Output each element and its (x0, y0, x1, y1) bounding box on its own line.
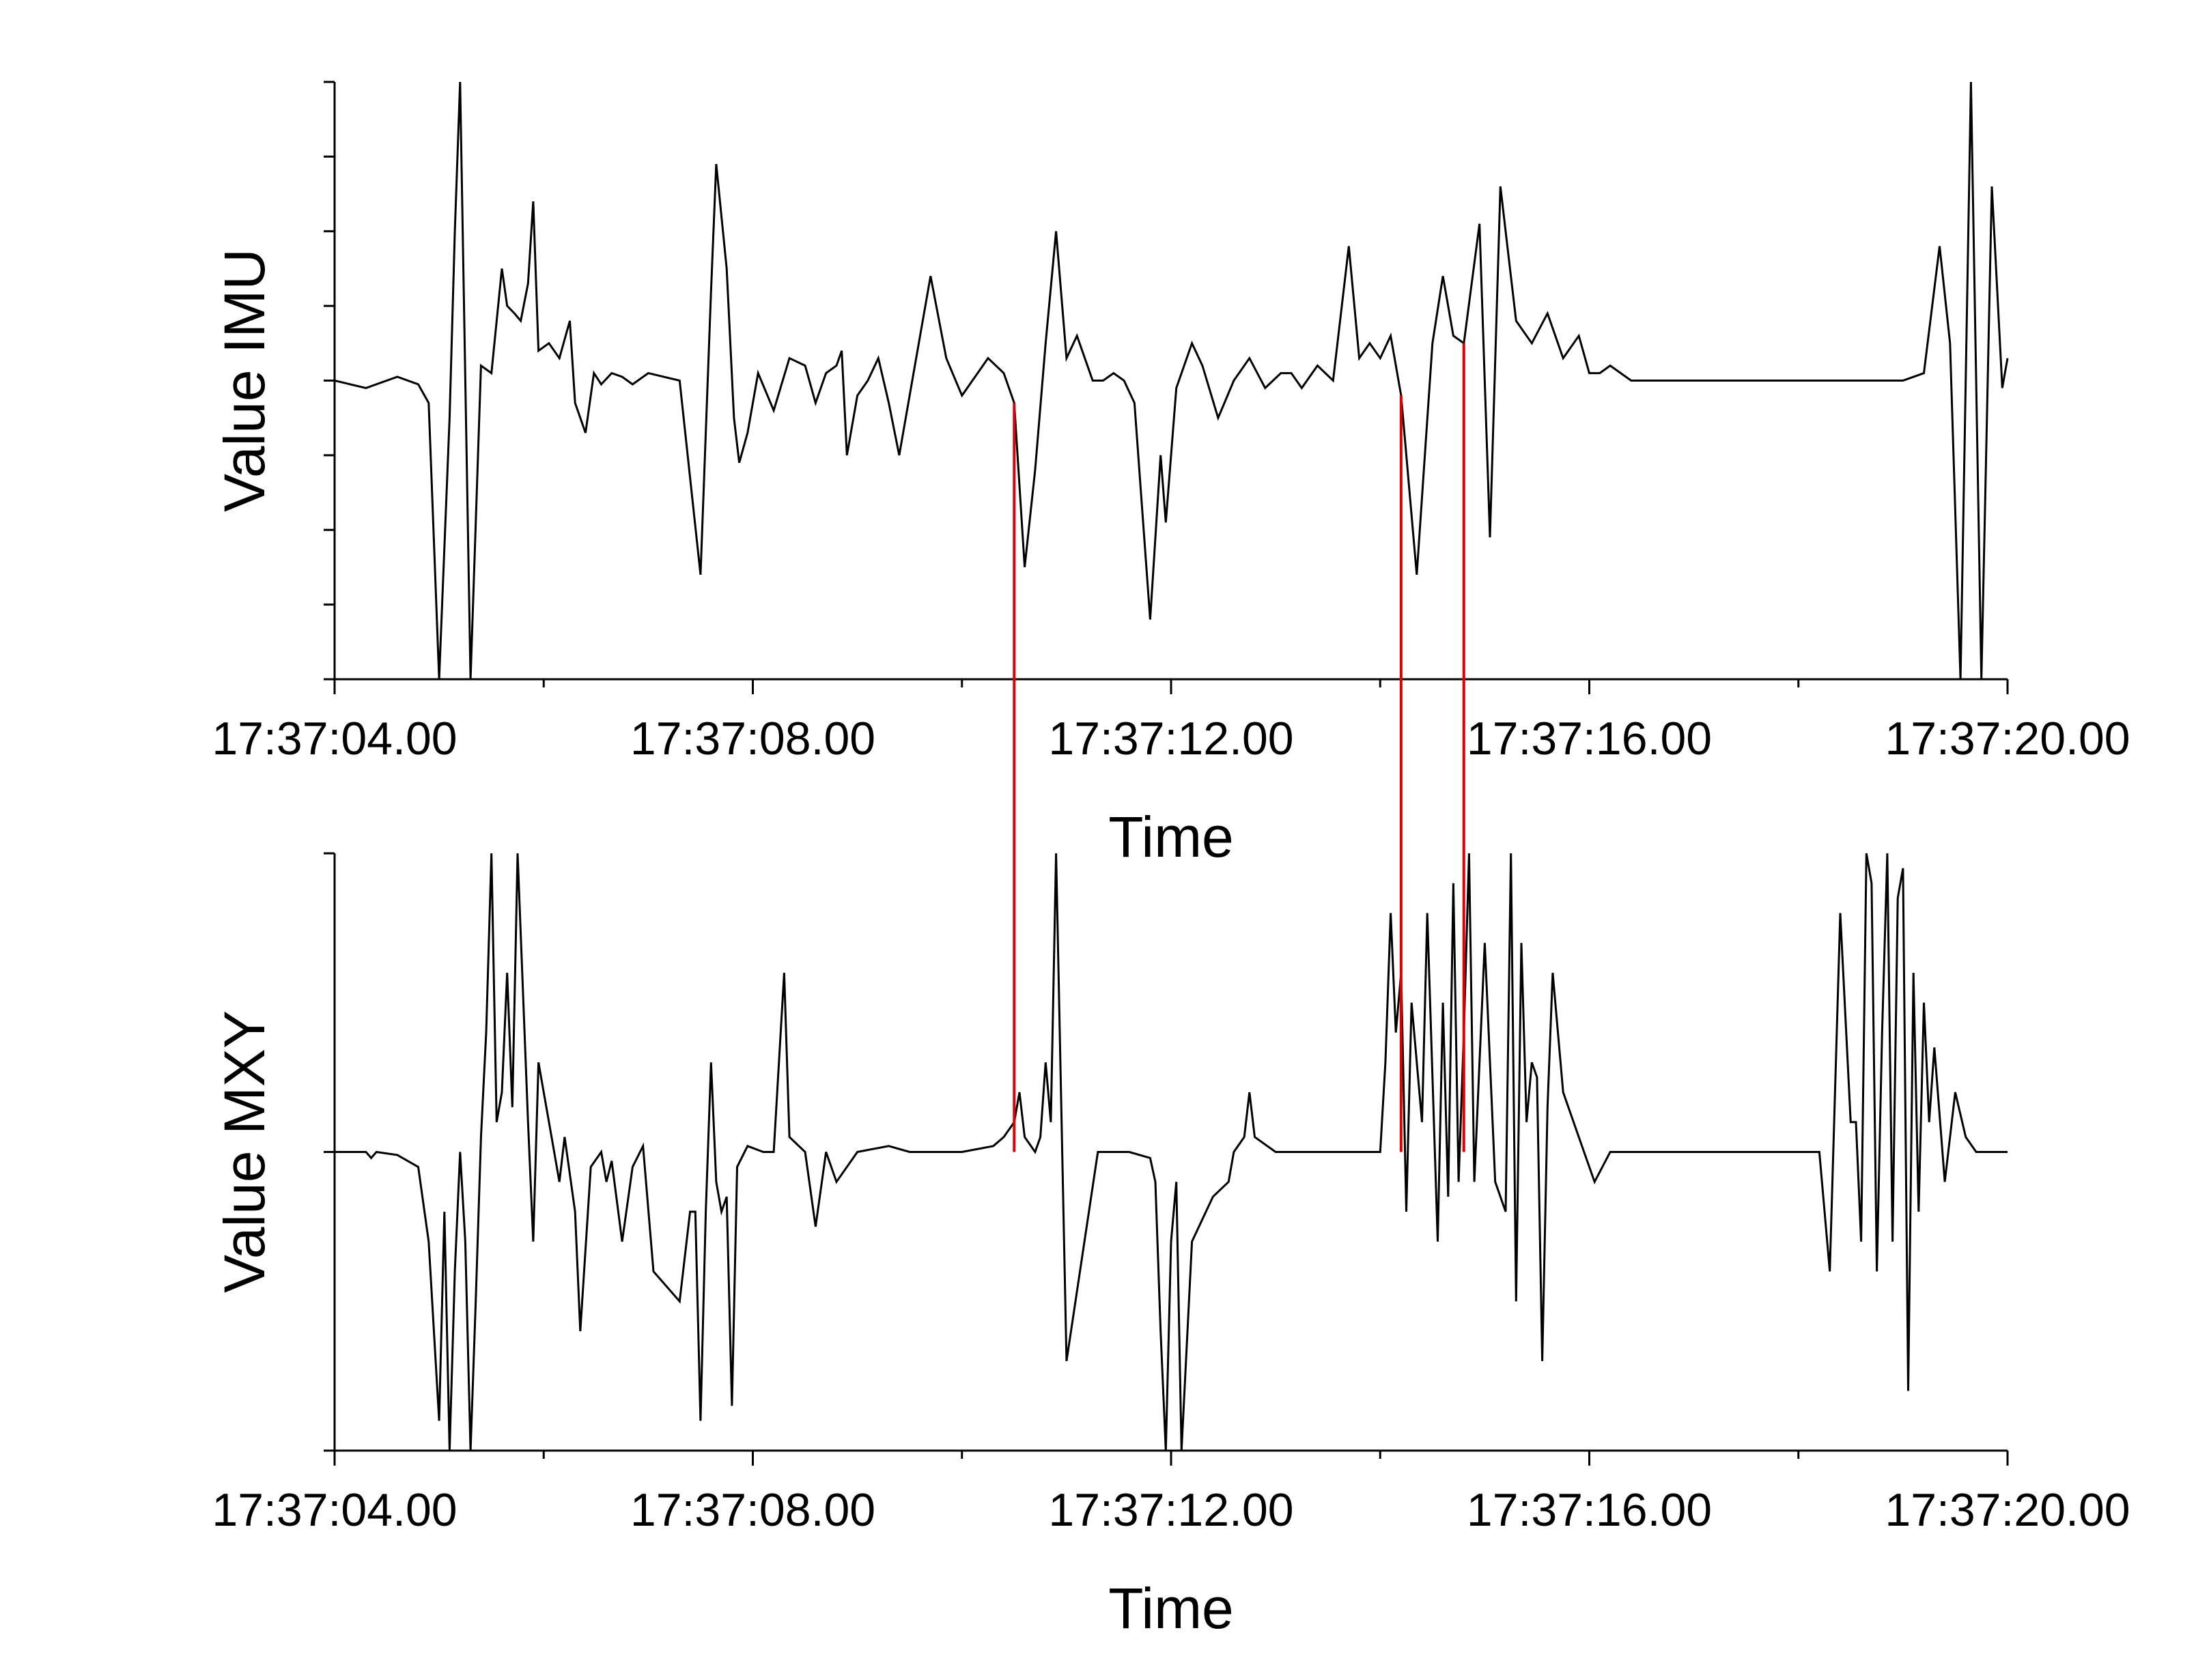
x-tick-labels-mxy: 17:37:04.00 17:37:08.00 17:37:12.00 17:3… (212, 1484, 2130, 1536)
chart-imu: 17:37:04.00 17:37:08.00 17:37:12.00 17:3… (212, 81, 2130, 869)
series-line-mxy (335, 853, 2008, 1451)
x-tick-label: 17:37:12.00 (1048, 713, 1293, 765)
ticks-imu (324, 81, 2009, 694)
plot-area-imu (324, 81, 2009, 694)
x-tick-label: 17:37:04.00 (212, 713, 457, 765)
x-tick-label: 17:37:16.00 (1467, 1484, 1712, 1536)
x-tick-label: 17:37:08.00 (630, 1484, 875, 1536)
red-correlation-markers (1013, 343, 1465, 1152)
y-axis-title-imu: Value IMU (212, 248, 277, 512)
ticks-mxy (324, 852, 2009, 1466)
plot-area-mxy (324, 852, 2009, 1466)
x-tick-label: 17:37:20.00 (1885, 713, 2130, 765)
x-tick-label: 17:37:16.00 (1467, 713, 1712, 765)
chart-mxy: 17:37:04.00 17:37:08.00 17:37:12.00 17:3… (212, 852, 2130, 1640)
x-axis-title-imu: Time (1108, 805, 1234, 869)
x-tick-label: 17:37:08.00 (630, 713, 875, 765)
x-tick-label: 17:37:20.00 (1885, 1484, 2130, 1536)
x-tick-label: 17:37:12.00 (1048, 1484, 1293, 1536)
x-axis-title-mxy: Time (1108, 1576, 1234, 1640)
x-tick-label: 17:37:04.00 (212, 1484, 457, 1536)
y-axis-title-mxy: Value MXY (212, 1010, 277, 1293)
x-tick-labels-imu: 17:37:04.00 17:37:08.00 17:37:12.00 17:3… (212, 713, 2130, 765)
series-line-imu (334, 81, 2009, 680)
